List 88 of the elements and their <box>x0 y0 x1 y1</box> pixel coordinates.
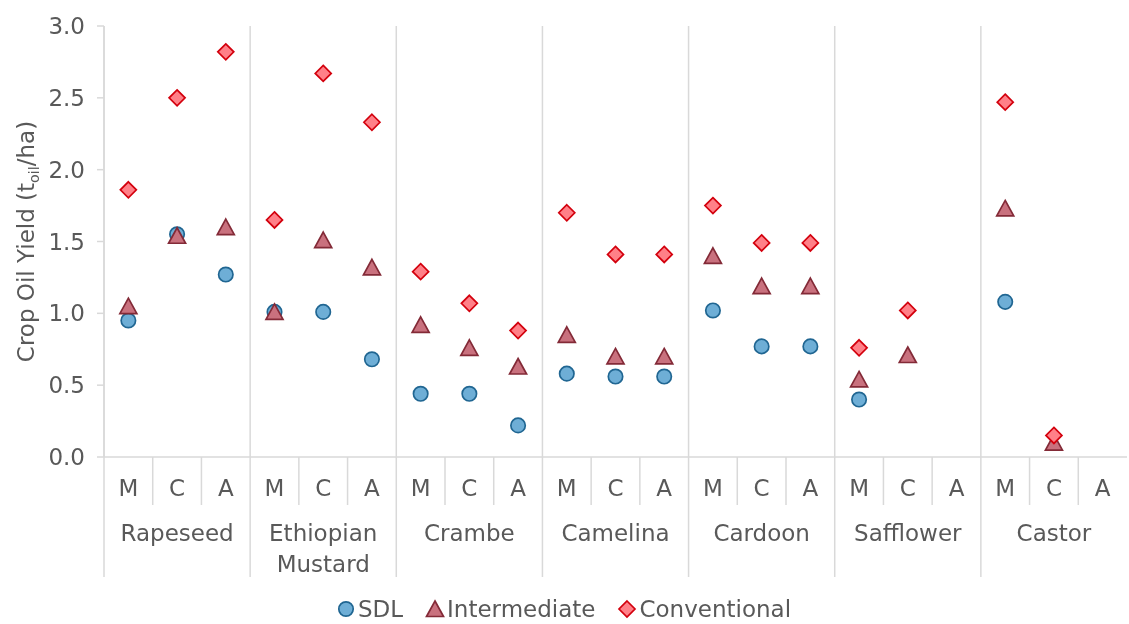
text: Ethiopian Mustard <box>269 520 378 577</box>
point <box>752 234 771 252</box>
point <box>996 93 1015 111</box>
y-tick-label: 2.5 <box>48 85 85 111</box>
point <box>119 180 138 199</box>
point <box>509 321 527 340</box>
point <box>801 234 820 252</box>
x-tick-label: A <box>1094 475 1111 501</box>
x-tick-label: M <box>849 475 869 501</box>
point <box>655 245 674 264</box>
x-tick-label: M <box>410 475 431 501</box>
point <box>802 338 819 355</box>
point <box>801 277 820 295</box>
point <box>607 368 624 385</box>
x-tick-label: A <box>948 475 965 501</box>
point <box>313 231 333 249</box>
point <box>752 277 771 295</box>
x-tick-label: M <box>556 475 577 501</box>
point <box>898 301 917 320</box>
point <box>704 196 722 215</box>
point <box>363 113 381 132</box>
x-tick-label: M <box>703 475 723 501</box>
point <box>654 347 674 365</box>
x-tick-label: A <box>364 475 381 501</box>
x-tick-label: C <box>315 475 332 501</box>
x-tick-label: C <box>753 475 770 501</box>
point <box>1045 426 1063 445</box>
point <box>703 247 723 265</box>
x-tick-label: C <box>169 475 186 501</box>
point <box>557 326 577 344</box>
y-tick-label: 2.0 <box>48 156 85 183</box>
point <box>898 346 918 364</box>
point <box>411 315 430 334</box>
point <box>411 262 430 281</box>
point <box>461 385 478 402</box>
text: Cardoon <box>713 520 810 546</box>
point <box>606 245 625 264</box>
text: Camelina <box>561 520 670 546</box>
x-tick-label: C <box>899 475 916 501</box>
point <box>362 258 382 276</box>
x-tick-label: M <box>995 475 1016 501</box>
x-tick-label: A <box>656 475 673 501</box>
point <box>216 218 236 236</box>
point <box>217 266 234 283</box>
point <box>460 294 479 313</box>
text: Rapeseed <box>120 520 234 546</box>
y-tick-label: 0.5 <box>48 372 85 399</box>
point <box>314 64 333 83</box>
y-tick-label: 1.0 <box>48 300 85 327</box>
x-tick-label: A <box>802 475 819 501</box>
point <box>558 365 575 382</box>
point <box>460 338 479 357</box>
y-tick-label: 3.0 <box>48 13 85 40</box>
point <box>216 43 235 61</box>
point <box>120 312 137 329</box>
point <box>315 303 332 320</box>
point <box>850 338 868 357</box>
point <box>119 297 138 315</box>
point <box>997 293 1014 310</box>
x-tick-label: M <box>118 475 139 501</box>
point <box>753 338 770 355</box>
point <box>510 417 527 434</box>
point <box>606 347 625 365</box>
point <box>849 370 869 388</box>
x-tick-label: A <box>217 475 234 501</box>
point <box>265 211 284 229</box>
legend-label: Conventional <box>639 596 792 622</box>
x-tick-label: C <box>1045 475 1062 501</box>
point <box>363 351 380 368</box>
x-tick-label: C <box>607 475 624 501</box>
x-tick-label: M <box>264 475 285 501</box>
point <box>508 357 528 375</box>
legend-label: SDL <box>357 596 404 622</box>
point <box>557 203 576 222</box>
y-tick-label: 1.5 <box>48 228 85 255</box>
point <box>656 368 673 385</box>
legend-label: Intermediate <box>447 596 596 622</box>
text: Safflower <box>854 520 963 546</box>
point <box>995 199 1015 217</box>
x-tick-label: A <box>510 475 527 501</box>
point <box>168 88 186 107</box>
y-tick-label: 0.0 <box>48 444 85 471</box>
point <box>851 391 868 408</box>
x-tick-label: C <box>461 475 478 501</box>
point <box>412 385 429 402</box>
text: Crambe <box>423 520 515 546</box>
point <box>704 302 721 319</box>
text: Castor <box>1016 520 1092 546</box>
